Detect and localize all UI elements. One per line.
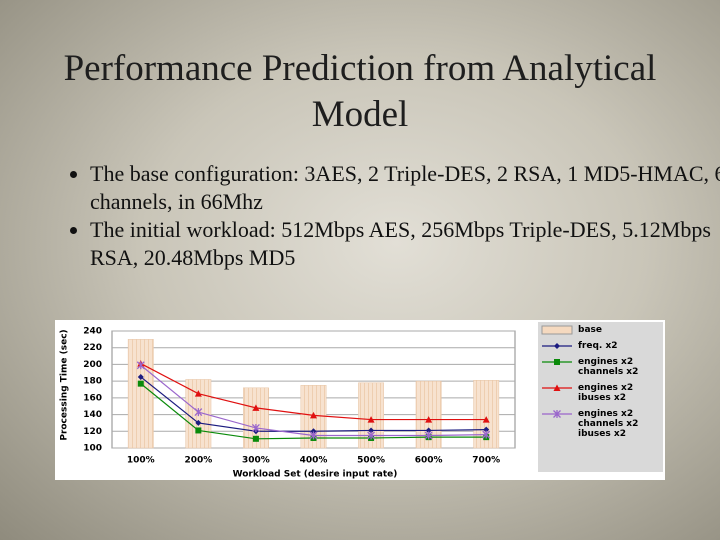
x-tick-label: 300% [242,456,270,466]
x-tick-label: 400% [300,456,328,466]
y-tick-label: 180 [83,377,102,387]
marker [482,416,490,423]
marker [137,380,144,387]
y-tick-label: 160 [83,393,102,403]
legend-entry: engines x2 channels x2 ibuses x2 [540,409,663,439]
marker [194,408,203,417]
y-tick-label: 100 [83,444,102,454]
marker [368,427,375,434]
y-tick-label: 200 [83,360,102,370]
legend-swatch [542,384,572,391]
legend-entry: engines x2 channels x2 [540,357,663,377]
y-tick-label: 140 [83,410,102,420]
slide-title: Performance Prediction from Analytical M… [63,48,657,135]
legend-label: freq. x2 [578,341,618,351]
marker [424,431,433,440]
legend-swatch [541,325,573,335]
bar [127,339,154,449]
x-tick-label: 600% [415,456,443,466]
marker [194,390,202,397]
marker [367,431,376,440]
legend-label: engines x2 channels x2 [578,357,639,377]
marker [137,373,144,380]
bullet: The base configuration: 3AES, 2 Triple-D… [90,160,720,216]
marker [252,435,259,442]
legend-label: engines x2 ibuses x2 [578,383,634,403]
legend: base freq. x2 engines x2 channels x2 engine… [538,322,663,472]
marker [483,426,490,433]
x-tick-label: 500% [357,456,385,466]
bullet-list: The base configuration: 3AES, 2 Triple-D… [30,160,720,272]
marker [195,419,202,426]
marker [310,411,317,419]
marker [425,427,432,434]
legend-swatch [542,410,572,418]
x-axis-title: Workload Set (desire input rate) [233,470,398,480]
legend-entry: freq. x2 [540,341,663,351]
marker [252,404,260,411]
bullet: The initial workload: 512Mbps AES, 256Mb… [90,216,720,272]
marker [251,423,260,432]
marker [367,416,375,423]
marker [195,427,202,434]
marker [136,361,145,370]
legend-label: base [578,325,602,335]
y-tick-label: 220 [83,343,102,353]
legend-label: engines x2 channels x2 ibuses x2 [578,409,639,439]
x-tick-label: 100% [127,456,155,466]
legend-entry: engines x2 ibuses x2 [540,383,663,403]
legend-swatch [542,343,572,349]
legend-swatch [542,359,572,365]
legend-box [541,325,573,335]
y-axis-title: Processing Time (sec) [60,329,70,440]
marker [309,431,318,440]
marker [553,384,561,391]
marker [554,343,560,349]
marker [482,430,491,439]
marker [554,359,560,365]
marker [553,410,561,418]
marker [425,416,433,423]
x-tick-label: 200% [184,456,212,466]
marker [310,428,317,435]
legend-entry: base [540,325,663,335]
y-tick-label: 120 [83,427,102,437]
y-tick-label: 240 [83,327,102,337]
x-tick-label: 700% [472,456,500,466]
